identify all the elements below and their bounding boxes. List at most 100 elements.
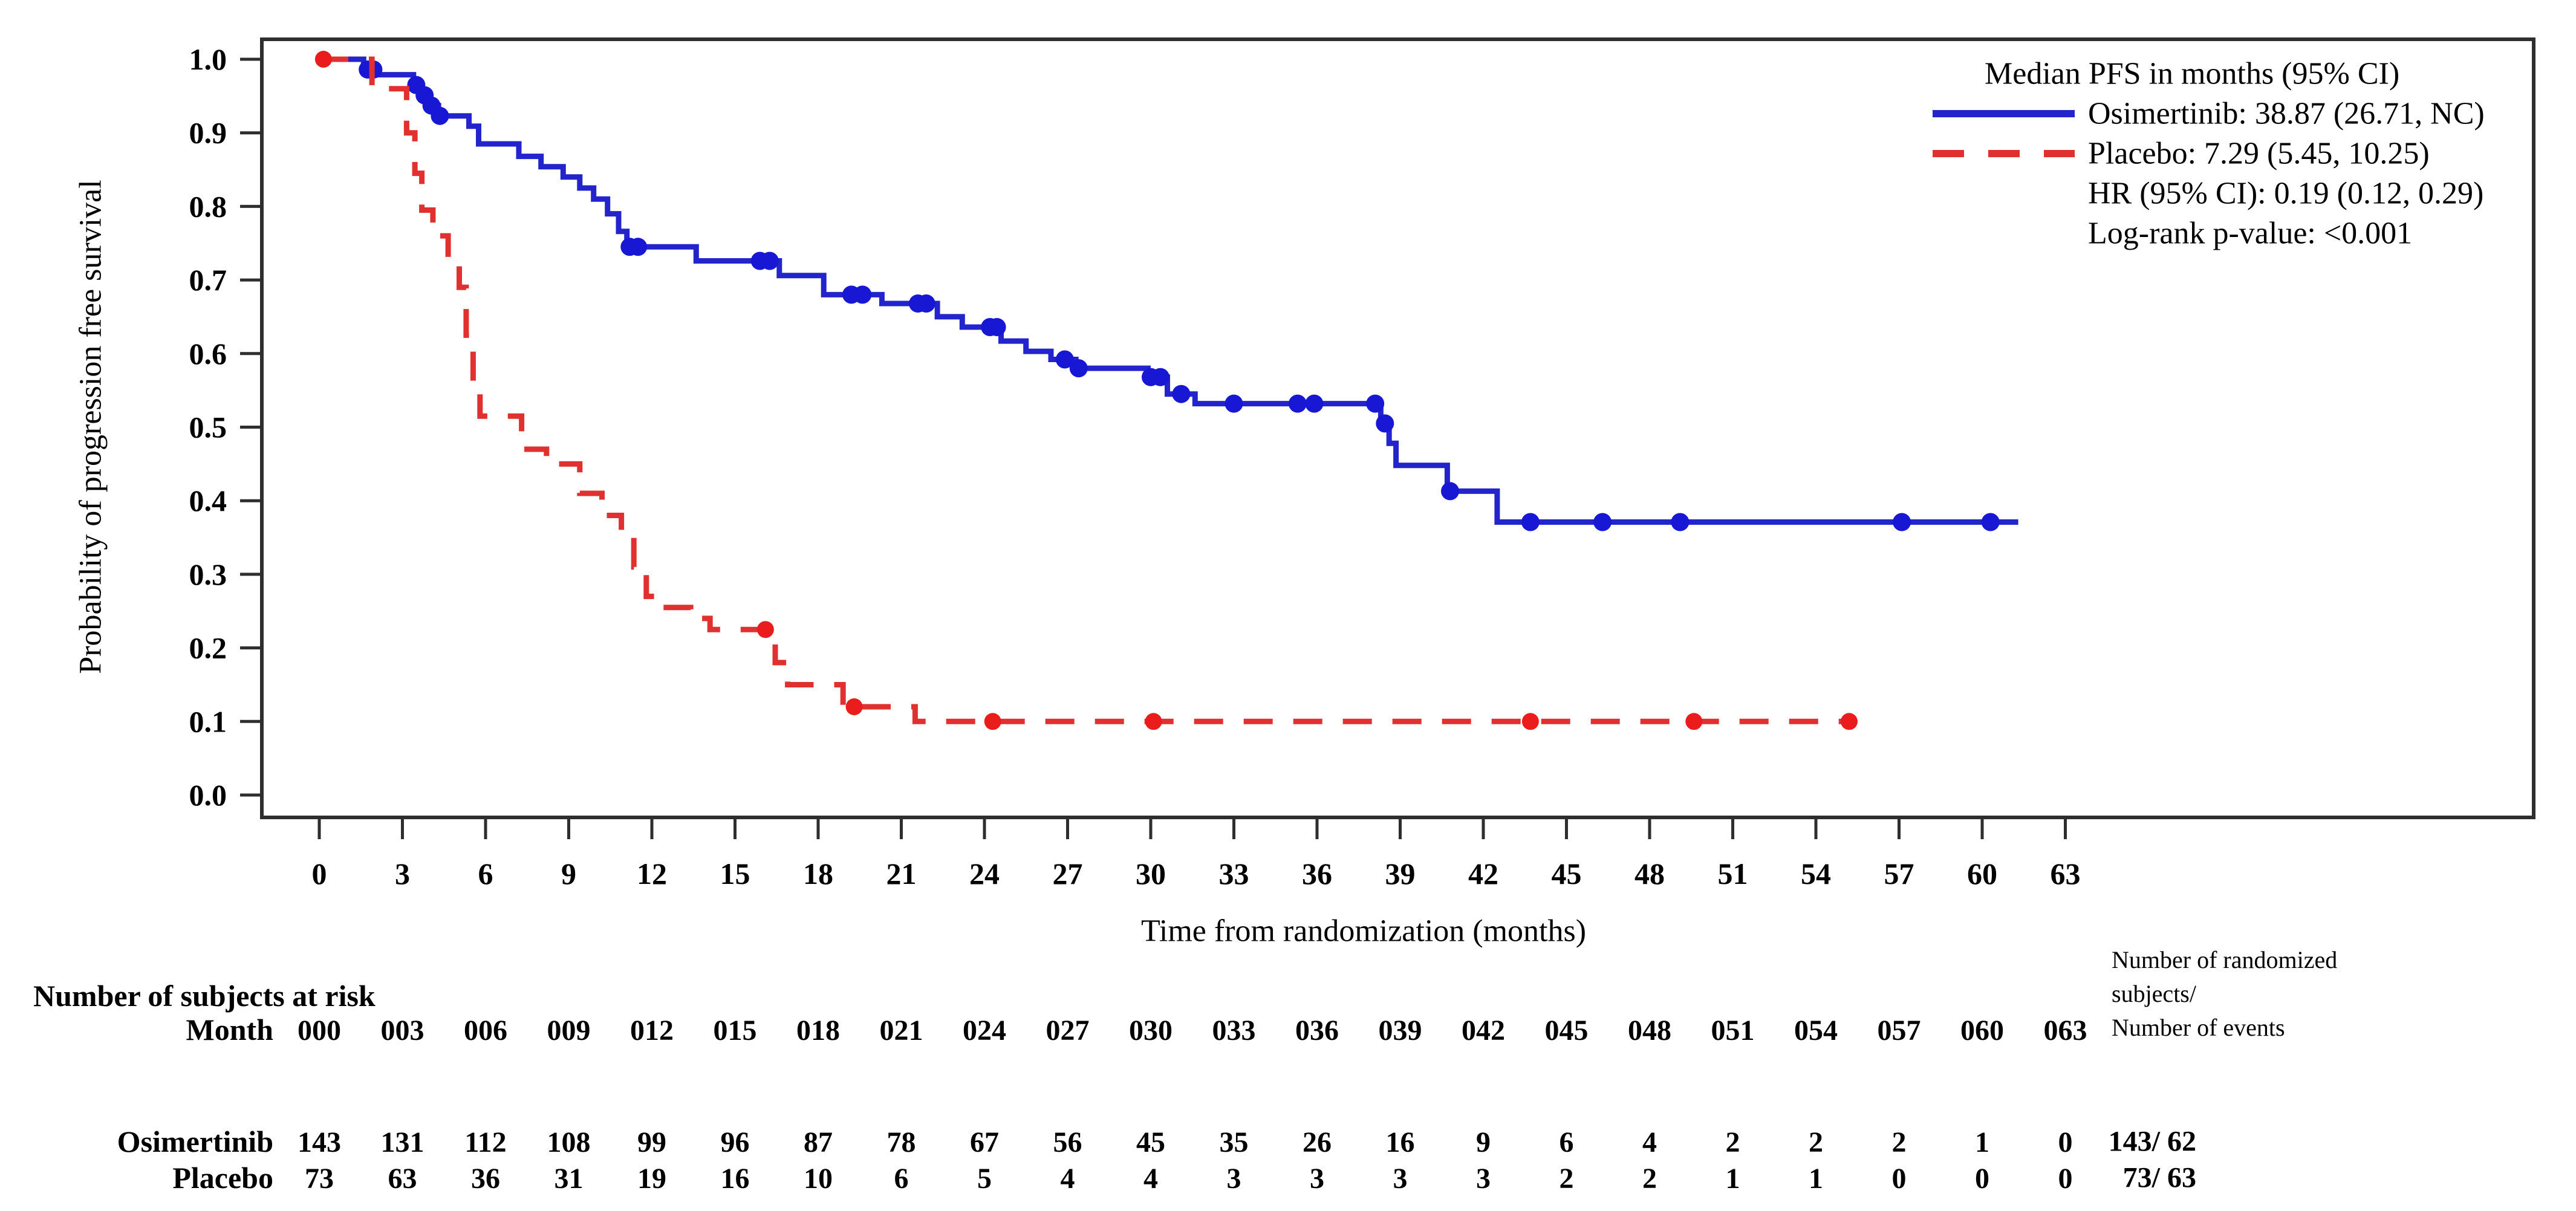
risk-count: 0 — [2058, 1126, 2072, 1158]
risk-count: 73 — [305, 1163, 334, 1195]
risk-month-value: 042 — [1462, 1015, 1505, 1047]
annotation-line-3: Number of events — [2112, 1014, 2285, 1041]
risk-month-value: 054 — [1794, 1015, 1838, 1047]
risk-month-value: 051 — [1711, 1015, 1754, 1047]
y-tick-label: 0.9 — [189, 116, 227, 150]
y-tick-label: 0.2 — [189, 631, 227, 665]
risk-table-header: Number of subjects at risk — [33, 979, 376, 1013]
annotation-line-1: Number of randomized — [2112, 946, 2338, 973]
censor-mark-osimertinib — [1151, 368, 1169, 386]
risk-count: 0 — [2058, 1163, 2072, 1195]
x-tick-label: 18 — [803, 857, 833, 891]
risk-month-value: 003 — [380, 1015, 424, 1047]
risk-count: 2 — [1809, 1126, 1823, 1158]
censor-mark-osimertinib — [1055, 350, 1074, 369]
risk-month-value: 039 — [1378, 1015, 1422, 1047]
risk-count: 9 — [1476, 1126, 1491, 1158]
x-tick-label: 60 — [1967, 857, 1997, 891]
x-tick-label: 24 — [969, 857, 1000, 891]
risk-count: 87 — [804, 1126, 833, 1158]
x-tick-label: 21 — [886, 857, 916, 891]
km-curve-osimertinib — [319, 56, 2018, 525]
y-tick-label: 0.4 — [189, 484, 227, 518]
censor-mark-osimertinib — [431, 106, 449, 125]
y-axis-title: Probability of progression free survival — [73, 180, 108, 674]
y-tick-label: 1.0 — [189, 42, 227, 76]
x-tick-label: 12 — [637, 857, 667, 891]
risk-row-label-osimertinib: Osimertinib — [117, 1125, 273, 1158]
x-tick-label: 3 — [395, 857, 410, 891]
legend-header: Median PFS in months (95% CI) — [1985, 56, 2400, 91]
risk-summary-placebo: 73/ 63 — [2122, 1161, 2196, 1194]
censor-mark-osimertinib — [1671, 513, 1690, 531]
legend-logrank-line: Log-rank p-value: <0.001 — [2088, 216, 2413, 251]
risk-count: 2 — [1642, 1163, 1657, 1195]
risk-month-value: 009 — [547, 1015, 590, 1047]
x-tick-label: 0 — [312, 857, 327, 891]
legend-item-osimertinib: Osimertinib: 38.87 (26.71, NC) — [2088, 96, 2485, 131]
risk-count: 56 — [1053, 1126, 1082, 1158]
risk-month-value: 048 — [1628, 1015, 1671, 1047]
x-tick-label: 57 — [1884, 857, 1914, 891]
x-tick-label: 9 — [561, 857, 576, 891]
censor-mark-osimertinib — [1069, 359, 1088, 378]
censor-mark-osimertinib — [1305, 394, 1324, 413]
risk-count: 112 — [464, 1126, 506, 1158]
risk-count: 0 — [1975, 1163, 1989, 1195]
censor-mark-osimertinib — [1893, 513, 1911, 531]
risk-count: 45 — [1136, 1126, 1165, 1158]
censor-mark-placebo — [314, 51, 332, 68]
risk-count: 2 — [1559, 1163, 1573, 1195]
legend-hr-line: HR (95% CI): 0.19 (0.12, 0.29) — [2088, 176, 2484, 211]
risk-count: 3 — [1476, 1163, 1491, 1195]
risk-count: 131 — [380, 1126, 424, 1158]
y-tick-label: 0.3 — [189, 557, 227, 591]
risk-month-value: 045 — [1544, 1015, 1588, 1047]
risk-count: 26 — [1303, 1126, 1332, 1158]
risk-count: 4 — [1642, 1126, 1657, 1158]
censor-mark-osimertinib — [917, 294, 935, 313]
risk-count: 1 — [1725, 1163, 1740, 1195]
y-tick-label: 0.8 — [189, 189, 227, 223]
risk-count: 0 — [1891, 1163, 1906, 1195]
risk-count: 108 — [547, 1126, 590, 1158]
risk-count: 96 — [720, 1126, 749, 1158]
x-tick-label: 39 — [1385, 857, 1415, 891]
risk-month-value: 057 — [1877, 1015, 1921, 1047]
risk-month-value: 000 — [298, 1015, 341, 1047]
y-tick-label: 0.0 — [189, 778, 227, 812]
censor-mark-osimertinib — [853, 285, 872, 304]
y-tick-label: 0.6 — [189, 337, 227, 371]
risk-month-value: 060 — [1960, 1015, 2004, 1047]
risk-count: 4 — [1143, 1163, 1158, 1195]
censor-mark-osimertinib — [760, 252, 779, 270]
risk-month-value: 006 — [464, 1015, 507, 1047]
risk-count: 99 — [637, 1126, 666, 1158]
risk-count: 6 — [894, 1163, 908, 1195]
risk-count: 16 — [720, 1163, 749, 1195]
legend-item-placebo: Placebo: 7.29 (5.45, 10.25) — [2088, 136, 2430, 171]
annotation-line-2: subjects/ — [2112, 980, 2196, 1007]
risk-month-value: 027 — [1046, 1015, 1089, 1047]
x-tick-label: 27 — [1052, 857, 1082, 891]
risk-count: 2 — [1891, 1126, 1906, 1158]
censor-mark-placebo — [1841, 713, 1858, 730]
km-curve-placebo — [319, 56, 1855, 724]
risk-count: 2 — [1725, 1126, 1740, 1158]
risk-count: 67 — [970, 1126, 999, 1158]
censor-mark-placebo — [756, 621, 774, 638]
risk-count: 5 — [977, 1163, 992, 1195]
y-tick-label: 0.7 — [189, 263, 227, 297]
x-tick-label: 63 — [2050, 857, 2080, 891]
risk-count: 1 — [1975, 1126, 1989, 1158]
risk-month-value: 015 — [713, 1015, 756, 1047]
risk-month-value: 012 — [630, 1015, 674, 1047]
risk-count: 3 — [1393, 1163, 1407, 1195]
risk-count: 19 — [637, 1163, 666, 1195]
censor-mark-osimertinib — [1225, 394, 1243, 413]
x-tick-label: 15 — [720, 857, 750, 891]
x-tick-label: 51 — [1717, 857, 1748, 891]
risk-month-value: 030 — [1129, 1015, 1173, 1047]
risk-month-value: 036 — [1295, 1015, 1339, 1047]
